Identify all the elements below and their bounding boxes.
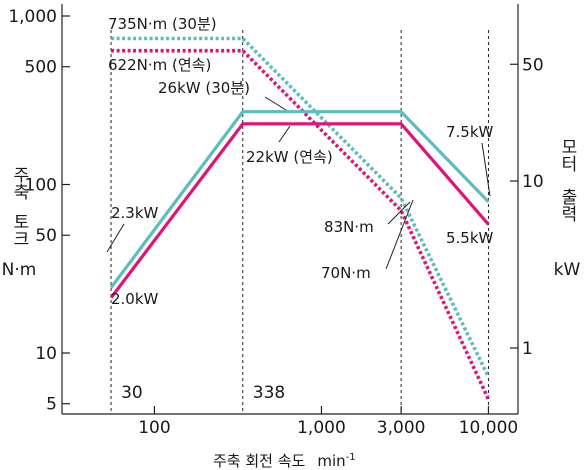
right-axis-title-2: kW [554, 260, 581, 280]
left-axis-title-1: 토크 [9, 213, 29, 247]
leader-2 [481, 142, 491, 197]
left-tick-label: 1,000 [8, 7, 57, 27]
right-axis-title-0: 모터 [557, 138, 577, 172]
annotation-a9: 70N·m [321, 264, 371, 282]
series-torque_30min [111, 36, 491, 378]
x-tick-label: 3,000 [377, 418, 426, 438]
x-inner-label: 338 [253, 383, 285, 403]
left-axis-title-2: N·m [2, 260, 37, 280]
annotation-a10: 5.5kW [446, 229, 494, 247]
annotation-a4: 22kW (연속) [246, 148, 333, 166]
left-tick-label: 50 [35, 226, 57, 246]
left-axis-title-0: 주축 [9, 166, 29, 200]
x-tick-label: 10,000 [459, 418, 518, 438]
annotation-a7: 2.0kW [111, 290, 159, 308]
x-axis-title: 주축 회전 속도 min-1 [213, 452, 356, 470]
leader-1 [278, 125, 291, 143]
left-tick-label: 500 [25, 58, 57, 78]
left-tick-label: 100 [25, 176, 57, 196]
right-tick-label: 10 [522, 172, 544, 192]
leader-5 [385, 199, 414, 270]
series-torque_cont [111, 48, 491, 401]
leader-0 [264, 96, 287, 111]
annotation-a8: 83N·m [324, 218, 374, 236]
x-tick-label: 1,000 [297, 418, 346, 438]
annotation-a1: 735N·m (30분) [108, 15, 217, 33]
right-tick-label: 1 [522, 339, 533, 359]
annotation-leaders [106, 96, 491, 270]
leader-3 [106, 223, 125, 253]
left-tick-label: 10 [35, 344, 57, 364]
annotation-a3: 26kW (30분) [158, 79, 250, 97]
right-tick-label: 50 [522, 55, 544, 75]
left-tick-label: 5 [46, 395, 57, 415]
axes [61, 4, 519, 415]
series-power_30min [109, 110, 490, 289]
leader-4 [387, 201, 411, 225]
series-power_cont [109, 122, 490, 299]
annotations: 735N·m (30분) 622N·m (연속) 26kW (30분) 22kW (연… [108, 15, 494, 308]
tick-labels: 100 1,000 3,000 10,000 30 338 5 10 50 100 500 1,000… [8, 7, 543, 438]
annotation-a6: 2.3kW [111, 204, 159, 222]
annotation-a2: 622N·m (연속) [108, 56, 211, 74]
right-axis-title-1: 출력 [557, 188, 577, 222]
x-inner-label: 30 [121, 383, 143, 403]
x-tick-label: 100 [138, 418, 170, 438]
series-lines [109, 36, 491, 401]
annotation-a5: 7.5kW [446, 123, 494, 141]
